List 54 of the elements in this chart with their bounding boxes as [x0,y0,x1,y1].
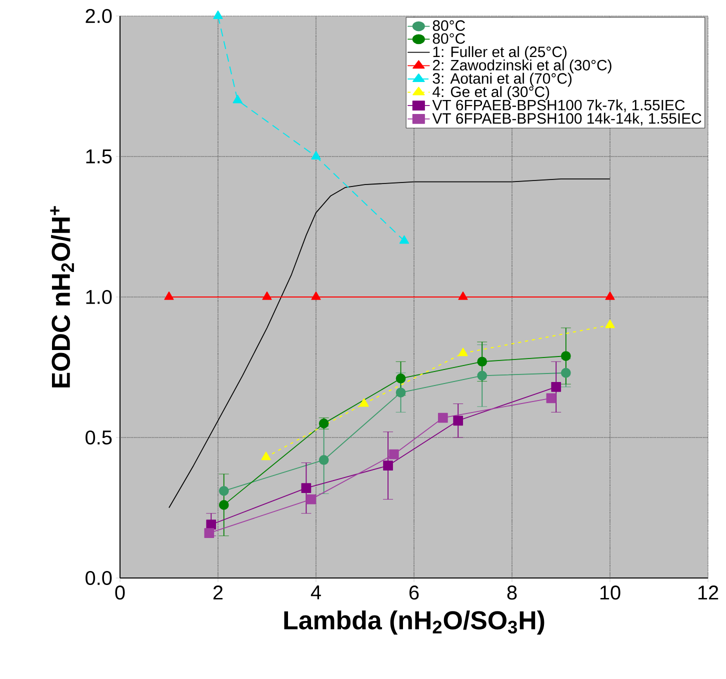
point [206,520,216,530]
point [262,292,272,300]
point [396,388,406,398]
x-tick-label: 8 [507,586,517,600]
y-tick-label: 0.0 [86,570,112,586]
point [605,292,615,300]
legend-label: 80°C [432,33,466,44]
x-tick-label: 0 [115,586,125,600]
x-tick-label: 6 [409,586,419,600]
x-tick-label: 10 [600,586,620,600]
point [311,292,321,300]
point [546,393,556,404]
y-tick-label: 1.0 [86,290,112,304]
y-axis-title: EODC nH$_{2}$O/H$^{+}$ [50,206,74,388]
legend-label: VT 6FPAEB-BPSH100 14k-14k, 1.55IEC [432,112,702,126]
point [605,320,615,328]
point [204,528,214,538]
point [383,460,393,471]
point [388,449,399,460]
point [311,151,321,160]
point [560,351,571,361]
point [458,292,468,300]
point [560,368,571,378]
legend-label: 3: Aotani et al (70°C) [432,72,572,87]
y-tick-label: 1.5 [86,150,112,164]
point [453,416,464,426]
point [438,412,448,423]
point [306,494,316,504]
y-tick-label: 0.5 [86,430,112,445]
point [218,486,229,496]
point [232,94,242,104]
x-axis-title: Lambda (nH$_{2}$O/SO$_{3}$H) [284,610,544,635]
x-tick-label: 12 [698,586,718,600]
legend-label: VT 6FPAEB-BPSH100 7k-7k, 1.55IEC [432,99,685,112]
point [458,348,468,356]
legend-label: 1: Fuller et al (25°C) [433,46,566,60]
legend-label: 2: Zawodzinski et al (30°C) [432,59,612,74]
point [399,235,410,244]
point [396,374,406,384]
x-tick-label: 4 [310,586,321,600]
x-tick-label: 2 [213,586,223,600]
point [213,10,223,19]
point [318,455,329,465]
point [359,398,369,407]
point [301,483,312,494]
point [261,452,271,460]
legend-label: 80°C [432,20,466,31]
point [477,356,488,367]
point [551,382,562,392]
point [164,292,174,300]
point [477,370,488,381]
point [218,500,229,510]
y-tick-label: 2.0 [86,8,112,24]
legend-label: 4: Ge et al (30°C) [432,86,550,100]
